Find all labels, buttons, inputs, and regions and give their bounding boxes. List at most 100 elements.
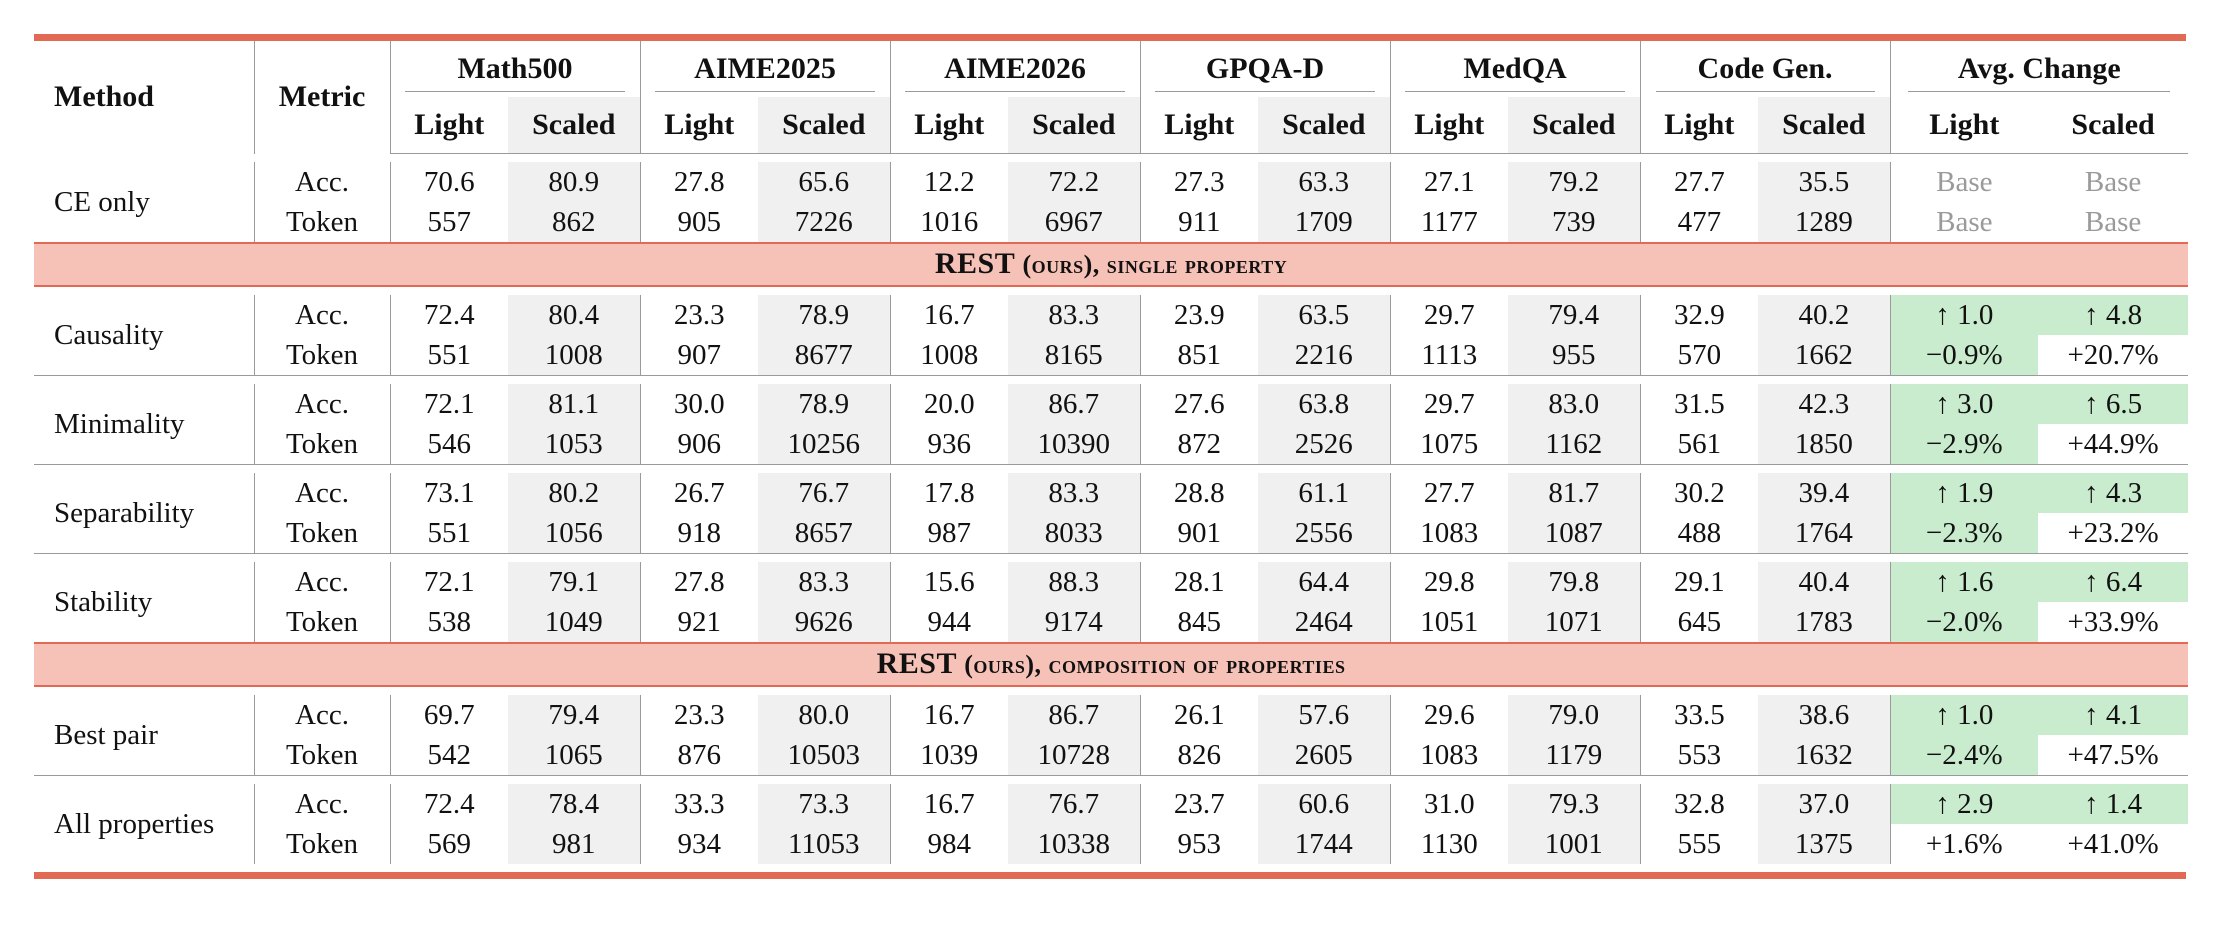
token-value: 987 — [927, 517, 972, 549]
token-value: 10728 — [1008, 735, 1141, 776]
token-value: 553 — [1677, 739, 1722, 771]
token-row: Token 546 1053 906 10256 936 10390 872 2526 1075 1… — [34, 424, 2188, 465]
token-row: Token 542 1065 876 10503 1039 10728 826 2605 1083… — [34, 735, 2188, 776]
metric-label: Acc. — [254, 473, 391, 513]
avg-change-value: +33.9% — [2067, 606, 2159, 638]
accuracy-value: 42.3 — [1758, 384, 1891, 424]
spacer — [34, 686, 2188, 695]
avg-change-value: Base — [1936, 206, 1993, 238]
avg-change-value: ↑ 4.3 — [2038, 473, 2189, 513]
metric-label: Token — [254, 202, 391, 243]
group-header: AIME2025 — [640, 41, 891, 97]
avg-change-value: +1.6% — [1925, 828, 2003, 860]
metric-label: Token — [254, 335, 391, 376]
sub-header-scaled: Scaled — [758, 97, 891, 154]
metric-label: Acc. — [254, 784, 391, 824]
accuracy-value: 30.0 — [673, 388, 725, 420]
accuracy-value: 29.7 — [1423, 388, 1475, 420]
token-value: 872 — [1177, 428, 1222, 460]
method-name: Stability — [34, 562, 255, 643]
spacer-row — [34, 286, 2188, 295]
avg-change-value: ↑ 4.1 — [2038, 695, 2189, 735]
spacer — [34, 864, 2188, 872]
group-header-label: AIME2025 — [655, 47, 875, 92]
token-value: 1075 — [1420, 428, 1479, 460]
token-value: 1162 — [1508, 424, 1641, 465]
section-header-row: REST (ours), composition of properties — [34, 642, 2189, 687]
accuracy-value: 83.3 — [1008, 473, 1141, 513]
accuracy-value: 17.8 — [923, 477, 975, 509]
group-header-label: Avg. Change — [1908, 47, 2171, 92]
method-header: Method — [34, 41, 255, 154]
method-name: Minimality — [34, 384, 255, 465]
metric-label: Token — [254, 602, 391, 643]
accuracy-value: 15.6 — [923, 566, 975, 598]
token-value: 10503 — [758, 735, 891, 776]
token-value: 8657 — [758, 513, 891, 554]
accuracy-value: 27.1 — [1423, 166, 1475, 198]
token-value: 551 — [427, 517, 472, 549]
spacer — [34, 375, 2189, 384]
token-value: 944 — [927, 606, 972, 638]
token-value: 1083 — [1420, 517, 1479, 549]
sub-header-scaled: Scaled — [1008, 97, 1141, 154]
accuracy-value: 81.1 — [508, 384, 641, 424]
accuracy-value: 16.7 — [923, 299, 975, 331]
spacer — [34, 553, 2189, 562]
token-value: 488 — [1677, 517, 1722, 549]
metric-label: Token — [254, 424, 391, 465]
avg-change-value: ↑ 4.8 — [2038, 295, 2189, 335]
accuracy-value: 80.9 — [508, 162, 641, 202]
token-value: 953 — [1177, 828, 1222, 860]
token-row: Token 551 1056 918 8657 987 8033 901 2556 1083 108… — [34, 513, 2188, 554]
accuracy-value: 76.7 — [758, 473, 891, 513]
token-value: 1130 — [1420, 828, 1478, 860]
accuracy-value: 23.9 — [1173, 299, 1225, 331]
accuracy-value: 72.1 — [423, 566, 475, 598]
avg-change-value: +41.0% — [2067, 828, 2159, 860]
sub-header-light: Light — [890, 97, 1009, 154]
top-rule — [34, 34, 2186, 41]
metric-label: Token — [254, 513, 391, 554]
avg-change-value: +47.5% — [2067, 739, 2159, 771]
accuracy-value: 28.1 — [1173, 566, 1225, 598]
token-value: 557 — [427, 206, 472, 238]
accuracy-value: 79.3 — [1508, 784, 1641, 824]
accuracy-value: 32.9 — [1673, 299, 1725, 331]
token-value: 542 — [427, 739, 472, 771]
accuracy-value: 80.4 — [508, 295, 641, 335]
token-value: 10338 — [1008, 824, 1141, 864]
accuracy-value: 38.6 — [1758, 695, 1891, 735]
token-value: 11053 — [758, 824, 891, 864]
accuracy-value: 12.2 — [923, 166, 975, 198]
token-row: Token 557 862 905 7226 1016 6967 911 1709 1177 739… — [34, 202, 2188, 243]
token-value: 876 — [677, 739, 722, 771]
accuracy-value: 64.4 — [1258, 562, 1391, 602]
avg-change-value: Base — [1936, 166, 1993, 198]
token-value: 921 — [677, 606, 722, 638]
sub-header-light: Light — [640, 97, 758, 154]
token-value: 905 — [677, 206, 722, 238]
avg-change-value: +44.9% — [2067, 428, 2159, 460]
token-value: 981 — [508, 824, 641, 864]
token-value: 1113 — [1421, 339, 1478, 371]
token-value: 10390 — [1008, 424, 1141, 465]
avg-change-value: +23.2% — [2067, 517, 2159, 549]
token-value: 9626 — [758, 602, 891, 643]
sub-header-light: Light — [1390, 97, 1509, 154]
accuracy-value: 28.8 — [1173, 477, 1225, 509]
accuracy-value: 63.8 — [1258, 384, 1391, 424]
sub-header-light: Light — [1890, 97, 2039, 154]
accuracy-value: 27.6 — [1173, 388, 1225, 420]
token-value: 862 — [508, 202, 641, 243]
token-value: 555 — [1677, 828, 1722, 860]
accuracy-value: 79.4 — [1508, 295, 1641, 335]
accuracy-value: 16.7 — [923, 788, 975, 820]
accuracy-value: 40.2 — [1758, 295, 1891, 335]
spacer-row — [34, 154, 2188, 163]
sub-header-light: Light — [390, 97, 508, 154]
metric-label: Acc. — [254, 695, 391, 735]
token-value: 1001 — [1508, 824, 1641, 864]
metric-label: Token — [254, 824, 391, 864]
spacer — [34, 775, 2189, 784]
